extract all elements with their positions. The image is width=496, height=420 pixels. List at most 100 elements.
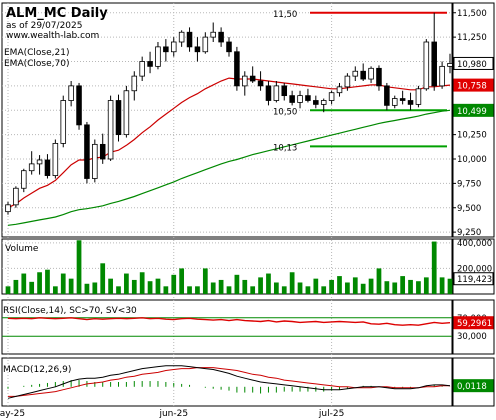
volume-bar bbox=[195, 286, 200, 294]
volume-bar bbox=[258, 277, 263, 294]
candle-body bbox=[84, 124, 90, 179]
macd-line bbox=[7, 365, 451, 399]
volume-bar bbox=[447, 278, 453, 294]
candle-body bbox=[289, 95, 295, 103]
volume-bar bbox=[68, 278, 74, 294]
rsi-tag-bg bbox=[453, 316, 494, 330]
support-resistance-lines bbox=[310, 11, 447, 148]
volume-bar bbox=[218, 279, 224, 294]
volume-tick-label: 200,000 bbox=[457, 264, 492, 274]
volume-bar bbox=[139, 272, 145, 294]
volume-bar bbox=[305, 286, 311, 294]
candle-body bbox=[344, 75, 351, 88]
volume-bar bbox=[313, 278, 319, 294]
candle-body bbox=[186, 31, 193, 48]
x-tick-label: may-25 bbox=[0, 409, 25, 419]
volume-bar bbox=[416, 281, 421, 294]
price-tick-label: 9,750 bbox=[457, 179, 481, 189]
volume-bar bbox=[297, 282, 303, 294]
price-tick-label: 9,250 bbox=[457, 228, 481, 238]
last-tag-text: 10,758 bbox=[457, 82, 487, 92]
candle-body bbox=[257, 80, 264, 87]
x-tick-label: jul-25 bbox=[318, 409, 344, 419]
volume-bar bbox=[242, 279, 248, 294]
candle-body bbox=[92, 143, 98, 179]
volume-bar bbox=[281, 286, 287, 294]
candle-body bbox=[265, 85, 272, 101]
volume-bar bbox=[226, 286, 232, 294]
last-tag-bg bbox=[453, 103, 494, 117]
candle-body bbox=[439, 65, 445, 87]
candle-body bbox=[313, 100, 319, 105]
volume-bar bbox=[266, 273, 271, 294]
panel-frames bbox=[1, 2, 495, 407]
panel-frame-rsi bbox=[1, 299, 453, 355]
candle-body bbox=[431, 41, 437, 87]
candle-body bbox=[13, 187, 19, 206]
candle-body bbox=[139, 61, 145, 77]
volume-bar bbox=[124, 273, 129, 294]
candle-body bbox=[163, 46, 169, 53]
candle-body bbox=[352, 70, 359, 77]
candle-body bbox=[147, 61, 153, 67]
volume-bar bbox=[108, 278, 113, 294]
volume-tick-label: 400,000 bbox=[457, 239, 492, 249]
volume-bar bbox=[187, 286, 192, 294]
volume-bar bbox=[337, 276, 342, 294]
ema70-line bbox=[7, 109, 451, 226]
volume-bar bbox=[345, 282, 350, 294]
candle-body bbox=[155, 46, 161, 67]
macd-label: MACD(12,26,9) bbox=[3, 365, 71, 375]
candle-body bbox=[44, 159, 51, 176]
level-label: 11,50 bbox=[273, 10, 297, 20]
candle-body bbox=[210, 31, 216, 38]
support-resistance-labels: 11,50 10,50 10,13 bbox=[273, 10, 297, 154]
volume-bar bbox=[13, 279, 19, 294]
volume-bar bbox=[147, 281, 153, 294]
volume-bar bbox=[400, 276, 406, 294]
volume-tag-bg bbox=[453, 272, 494, 286]
volume-bar bbox=[273, 282, 279, 294]
last-tag-bg bbox=[453, 78, 494, 92]
level-label: 10,50 bbox=[273, 107, 297, 117]
candle-body bbox=[384, 85, 390, 106]
volume-bars bbox=[5, 240, 453, 294]
candle-body bbox=[76, 85, 82, 126]
candle-body bbox=[178, 31, 185, 43]
macd-layer bbox=[7, 365, 451, 399]
price-tick-label: 10,000 bbox=[457, 155, 487, 165]
candle-body bbox=[170, 41, 177, 53]
candle-body bbox=[21, 170, 27, 189]
panel-frame-macd bbox=[1, 357, 453, 407]
candle-body bbox=[415, 88, 422, 105]
candle-body bbox=[447, 63, 453, 67]
candle-body bbox=[115, 100, 122, 136]
price-tick-label: 11,250 bbox=[457, 33, 487, 43]
volume-bar bbox=[171, 274, 177, 294]
candle-body bbox=[226, 41, 232, 53]
axis-frame-rsi bbox=[452, 299, 495, 355]
volume-bar bbox=[21, 273, 27, 294]
chart-title: ALM_MC Daily bbox=[6, 6, 108, 21]
candle-body bbox=[305, 95, 311, 101]
candle-body bbox=[407, 100, 414, 105]
volume-bar bbox=[423, 277, 429, 294]
volume-bar bbox=[163, 286, 169, 294]
rsi-layer bbox=[2, 317, 452, 337]
candle-body bbox=[131, 75, 138, 92]
last-value-tags: 10,980 10,758 10,499 119,423 59,2961 0,0118 bbox=[453, 56, 494, 393]
candle-body bbox=[320, 100, 327, 105]
volume-bar bbox=[100, 263, 106, 294]
volume-bar bbox=[392, 282, 398, 294]
volume-bar bbox=[76, 240, 82, 294]
candle-body bbox=[218, 31, 224, 43]
rsi-tick-label: 30,000 bbox=[457, 332, 487, 342]
volume-bar bbox=[210, 282, 216, 294]
panel-frame-price bbox=[1, 2, 453, 238]
volume-bar bbox=[92, 282, 98, 294]
candle-body bbox=[391, 98, 398, 106]
volume-bar bbox=[329, 279, 334, 294]
volume-bar bbox=[60, 273, 66, 294]
volume-bar bbox=[179, 268, 185, 294]
x-tick-label: jun-25 bbox=[158, 409, 188, 419]
